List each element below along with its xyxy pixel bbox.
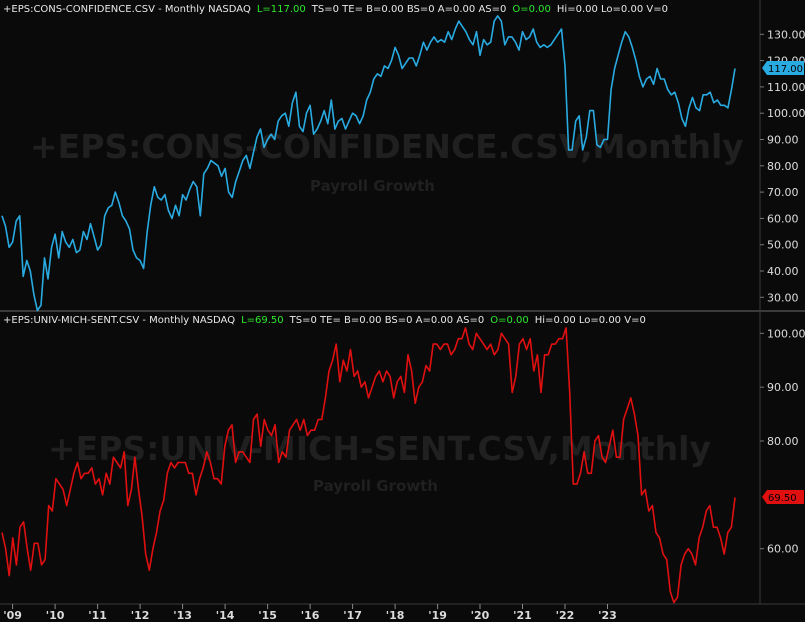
panel1-watermark-subtitle: Payroll Growth [310,177,435,195]
x-tick-label: '09 [3,609,22,622]
panel1-y-tick-label: 40.00 [767,265,799,278]
x-tick-label: '22 [556,609,575,622]
panel1-y-tick-label: 110.00 [767,81,805,94]
svg-text:+EPS:UNIV-MICH-SENT.CSV - Mont: +EPS:UNIV-MICH-SENT.CSV - Monthly NASDAQ… [3,315,646,326]
panel1-last-marker-label: 117.00 [768,64,803,75]
x-tick-label: '11 [88,609,107,622]
x-tick-label: '13 [173,609,192,622]
panel1-y-tick-label: 100.00 [767,107,805,120]
panel2-y-tick-label: 60.00 [767,543,799,556]
x-tick-label: '14 [216,609,235,622]
panel1-y-tick-label: 60.00 [767,212,799,225]
panel1-y-tick-label: 70.00 [767,186,799,199]
panel1-y-tick-label: 80.00 [767,160,799,173]
panel1-last-marker-bg [762,61,804,75]
panel1-symbol: +EPS:CONS-CONFIDENCE.CSV - Monthly NASDA… [3,4,251,15]
panel1-y-tick-label: 30.00 [767,291,799,304]
panel2-open-value: O=0.00 [490,315,529,326]
panel2-y-tick-label: 80.00 [767,435,799,448]
panel1-stats: TS=0 TE= B=0.00 BS=0 A=0.00 AS=0 [311,4,507,15]
svg-text:+EPS:CONS-CONFIDENCE.CSV - Mon: +EPS:CONS-CONFIDENCE.CSV - Monthly NASDA… [3,4,668,15]
x-tick-label: '21 [513,609,532,622]
panel2-y-tick-label: 100.00 [767,327,805,340]
series-layer [1,15,736,604]
panel2-last-marker: 69.50 [762,490,804,504]
panel1-y-tick-label: 90.00 [767,134,799,147]
panel1-y-tick-label: 50.00 [767,239,799,252]
x-tick-label: '20 [471,609,490,622]
panel1-open-value: O=0.00 [512,4,551,15]
panel2-last-marker-label: 69.50 [768,493,797,504]
panel2-stats-2: Hi=0.00 Lo=0.00 V=0 [535,315,646,326]
panel1-header: +EPS:CONS-CONFIDENCE.CSV - Monthly NASDA… [3,4,668,15]
panel2-y-tick-label: 90.00 [767,381,799,394]
panel1-last-marker: 117.00 [762,61,804,75]
x-tick-label: '18 [386,609,405,622]
x-tick-label: '19 [428,609,447,622]
panel2-last-marker-bg [762,490,804,504]
panel2-stats: TS=0 TE= B=0.00 BS=0 A=0.00 AS=0 [289,315,485,326]
panel2-symbol: +EPS:UNIV-MICH-SENT.CSV - Monthly NASDAQ [3,315,235,326]
panel1-stats-2: Hi=0.00 Lo=0.00 V=0 [557,4,668,15]
panel1-series-line [1,15,736,312]
panel2-header: +EPS:UNIV-MICH-SENT.CSV - Monthly NASDAQ… [3,315,646,326]
panel1-watermark: +EPS:CONS-CONFIDENCE.CSV,Monthly [30,127,744,166]
panel2-series-line [1,327,736,604]
x-tick-label: '23 [598,609,617,622]
panel1-y-tick-label: 130.00 [767,28,805,41]
panel2-watermark-subtitle: Payroll Growth [313,477,438,495]
panel1-last-value: L=117.00 [257,4,306,15]
x-tick-label: '12 [131,609,150,622]
x-tick-label: '16 [301,609,320,622]
x-tick-label: '17 [343,609,362,622]
x-tick-label: '10 [46,609,65,622]
x-tick-label: '15 [258,609,277,622]
panel2-last-value: L=69.50 [241,315,284,326]
